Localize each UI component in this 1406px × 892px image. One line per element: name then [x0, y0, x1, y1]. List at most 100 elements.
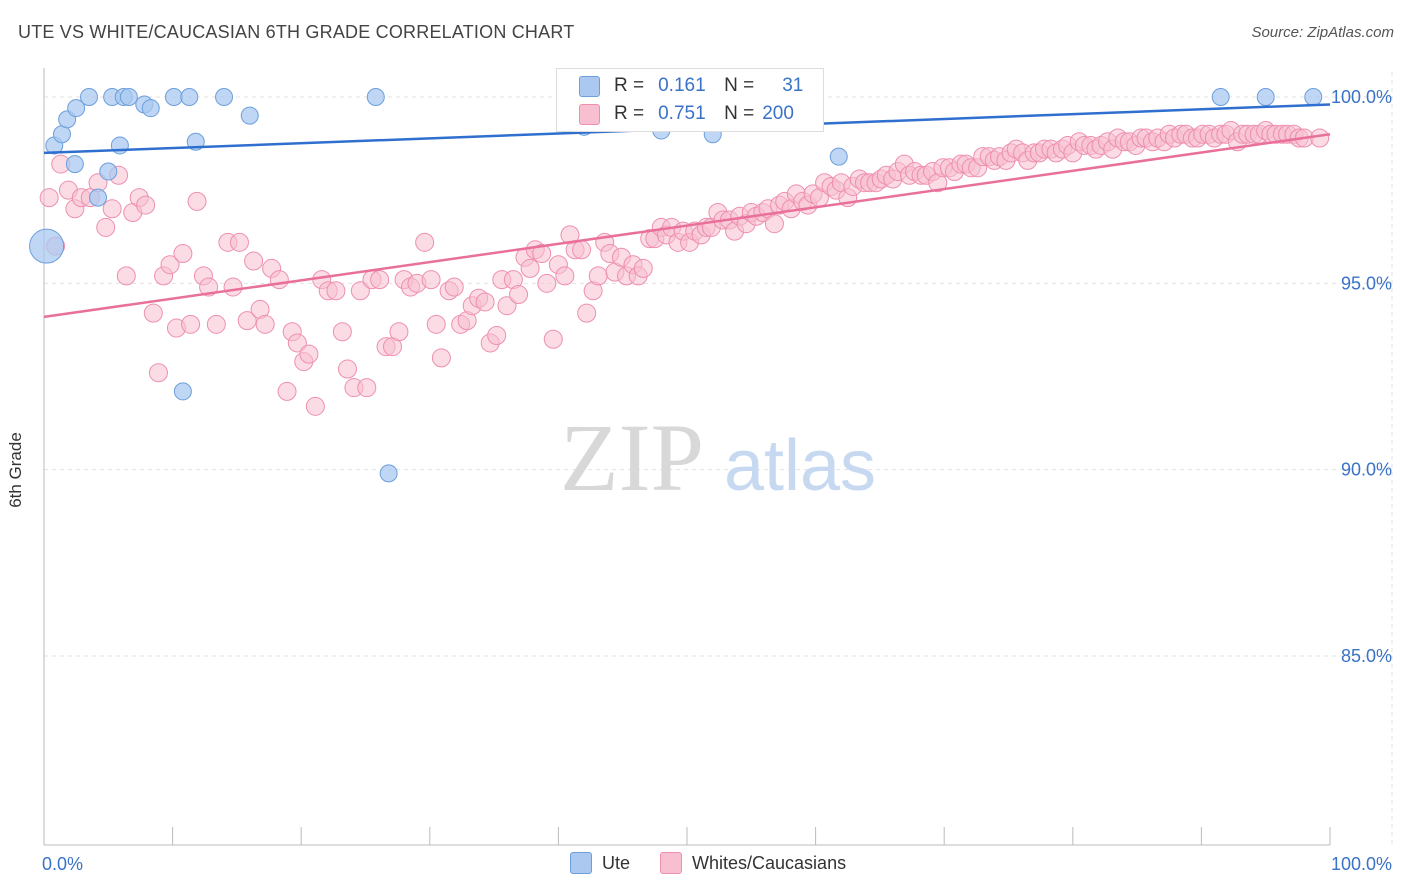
ute-data-point: [240, 106, 259, 125]
white-data-point: [633, 258, 653, 278]
white-data-point: [497, 296, 517, 316]
legend-n-value: 200: [762, 103, 794, 124]
ute-data-point: [67, 99, 86, 118]
white-data-point: [577, 303, 597, 323]
white-data-point: [173, 244, 193, 264]
white-data-point: [537, 273, 557, 293]
ute-data-point: [1211, 88, 1230, 106]
legend-r-value: 0.751: [658, 103, 706, 124]
white-data-point: [287, 333, 307, 353]
white-data-point: [160, 255, 180, 275]
watermark-atlas: atlas: [724, 426, 876, 506]
legend-n-value: 31: [782, 75, 804, 96]
legend-item-label: Ute: [602, 852, 631, 873]
white-data-point: [237, 311, 257, 331]
white-data-point: [475, 292, 495, 312]
white-swatch-icon: [579, 103, 600, 125]
white-data-point: [181, 314, 201, 334]
white-data-point: [509, 285, 529, 305]
white-data-point: [444, 277, 464, 297]
white-caucasian-points: [39, 121, 1330, 416]
white-data-point: [426, 314, 446, 334]
legend-row-ute: R = 0.161 N = 31: [579, 72, 803, 100]
white-data-point: [223, 277, 243, 297]
ute-data-point: [119, 88, 138, 106]
white-data-point: [543, 329, 563, 349]
white-data-point: [39, 188, 59, 208]
ute-data-point: [829, 147, 848, 166]
ute-swatch-icon: [570, 852, 592, 874]
axes: [43, 68, 1331, 846]
white-data-point: [487, 326, 507, 346]
grid-lines: [44, 72, 1393, 845]
white-data-point: [277, 381, 297, 401]
white-data-point: [572, 240, 592, 260]
ute-data-point: [65, 155, 84, 174]
white-data-point: [1310, 128, 1330, 148]
ute-data-point: [80, 88, 99, 106]
source-credit: Source: ZipAtlas.com: [1251, 24, 1394, 41]
white-data-point: [136, 195, 156, 215]
white-data-point: [588, 266, 608, 286]
legend-item-label: Whites/Caucasians: [692, 852, 847, 873]
watermark-zip: ZIP: [560, 404, 704, 511]
white-data-point: [299, 344, 319, 364]
ute-swatch-icon: [579, 75, 600, 97]
white-data-point: [305, 396, 325, 416]
white-data-point: [269, 270, 289, 290]
tick-labels: 85.0% 90.0% 95.0% 100.0% 0.0% 100.0%: [42, 87, 1392, 874]
ute-data-point: [89, 188, 108, 207]
white-data-point: [116, 266, 136, 286]
white-data-point: [148, 363, 168, 383]
white-data-point: [187, 191, 207, 211]
ute-data-point: [1256, 88, 1275, 106]
chart-title: UTE VS WHITE/CAUCASIAN 6TH GRADE CORRELA…: [18, 22, 575, 42]
y-tick-label: 90.0%: [1341, 460, 1392, 480]
legend-item-ute[interactable]: Ute: [570, 852, 630, 874]
white-data-point: [555, 266, 575, 286]
white-data-point: [764, 214, 784, 234]
white-swatch-icon: [660, 852, 683, 874]
bottom-legend: Ute Whites/Caucasians: [570, 852, 876, 874]
legend-item-white[interactable]: Whites/Caucasians: [660, 852, 846, 874]
white-data-point: [102, 199, 122, 219]
white-data-point: [337, 359, 357, 379]
x-tick-label: 100.0%: [1331, 854, 1392, 874]
ute-data-point: [29, 228, 65, 264]
ute-data-point: [180, 88, 199, 106]
white-data-point: [357, 378, 377, 398]
white-data-point: [532, 244, 552, 264]
white-data-point: [370, 270, 390, 290]
white-data-point: [415, 232, 435, 252]
white-data-point: [332, 322, 352, 342]
stats-legend: R = 0.161 N = 31 R = 0.751 N = 200: [556, 68, 824, 132]
white-data-point: [96, 217, 116, 237]
ute-data-point: [99, 162, 118, 181]
legend-r-label: R =: [614, 103, 645, 124]
ute-data-point: [141, 99, 160, 118]
white-data-point: [520, 258, 540, 278]
white-trend-line: [43, 133, 1331, 319]
white-data-point: [244, 251, 264, 271]
white-data-point: [229, 232, 249, 252]
y-tick-label: 100.0%: [1331, 87, 1392, 107]
legend-n-label: N =: [724, 75, 755, 96]
ute-data-point: [164, 88, 183, 106]
y-tick-label: 95.0%: [1341, 273, 1392, 293]
white-data-point: [206, 314, 226, 334]
white-data-point: [389, 322, 409, 342]
white-data-point: [431, 348, 451, 368]
ute-data-point: [1304, 88, 1323, 106]
y-axis-label: 6th Grade: [6, 432, 25, 508]
ute-data-point: [379, 464, 398, 483]
white-data-point: [255, 314, 275, 334]
white-data-point: [326, 281, 346, 301]
x-tick-label: 0.0%: [42, 854, 83, 874]
white-data-point: [421, 270, 441, 290]
legend-n-label: N =: [724, 103, 755, 124]
white-data-point: [143, 303, 163, 323]
legend-row-white: R = 0.751 N = 200: [579, 100, 794, 128]
ute-data-point: [173, 382, 192, 401]
legend-r-label: R =: [614, 75, 645, 96]
